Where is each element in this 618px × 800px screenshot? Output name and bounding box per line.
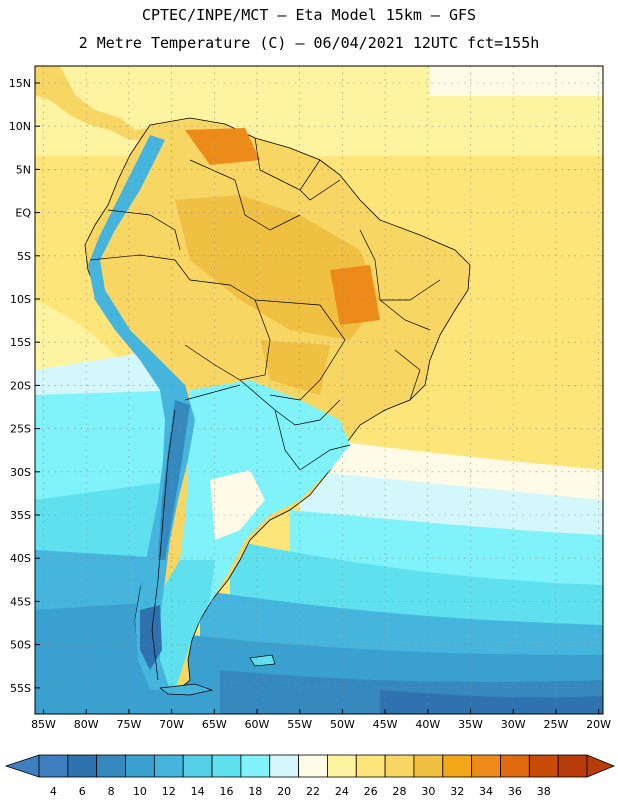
latitude-labels: 15N 10N 5N EQ 5S 10S 15S 20S 25S 30S 35S 40S 45S 50S 5…	[9, 77, 40, 695]
colorbar-swatch	[125, 754, 155, 778]
longitude-label: 20W	[586, 718, 611, 731]
country-borders	[89, 137, 441, 681]
latitude-label: 5S	[17, 250, 31, 263]
latitude-label: EQ	[15, 207, 31, 220]
map-field	[35, 66, 603, 714]
colorbar-swatch	[413, 754, 444, 778]
ocean-north-pale	[430, 66, 603, 96]
colorbar-label: 18	[248, 785, 262, 798]
colorbar-label: 36	[508, 785, 522, 798]
latitude-label: 30S	[10, 466, 31, 479]
latitude-label: 35S	[10, 509, 31, 522]
latitude-label: 15S	[10, 336, 31, 349]
latitude-label: 5N	[16, 163, 31, 176]
latitude-label: 15N	[9, 77, 31, 90]
colorbar-label: 14	[191, 785, 205, 798]
andes-colder-core	[158, 400, 190, 560]
colorbar-swatch	[269, 754, 299, 778]
longitude-label: 25W	[543, 718, 568, 731]
longitude-label: 75W	[116, 718, 141, 731]
colorbar-labels: 4 6 8 10 12 14 16 18 20 22 24 26 28 30 32 34 36 38	[50, 785, 551, 798]
colorbar-label: 20	[277, 785, 291, 798]
colorbar-label: 10	[133, 785, 147, 798]
longitude-label: 85W	[31, 718, 56, 731]
falklands-land	[249, 654, 276, 667]
colorbar-swatch	[182, 754, 213, 778]
mato-grosso-hot-zone	[260, 340, 330, 395]
longitude-label: 35W	[458, 718, 483, 731]
colorbar-label: 32	[450, 785, 464, 798]
longitude-label: 45W	[373, 718, 398, 731]
colorbar-label: 16	[219, 785, 233, 798]
pampas-pale-zone	[210, 470, 265, 540]
colorbar-label: 24	[335, 785, 349, 798]
colorbar-swatch	[96, 754, 126, 778]
longitude-label: 70W	[159, 718, 184, 731]
colorbar-swatch	[211, 754, 242, 778]
latitude-label: 55S	[10, 682, 31, 695]
colorbar-swatch	[67, 754, 98, 778]
colorbar-swatch	[240, 754, 271, 778]
longitude-label: 40W	[415, 718, 440, 731]
andes-cold-ridge	[88, 135, 195, 690]
latitude-label: 25S	[10, 423, 31, 436]
colorbar-swatch	[355, 754, 386, 778]
colorbar-swatch	[384, 754, 415, 778]
atlantic-deep-band	[380, 690, 603, 714]
colorbar-swatch	[528, 754, 559, 778]
colorbar-label: 26	[364, 785, 378, 798]
colorbar-swatch	[471, 754, 501, 778]
colorbar-swatch	[442, 754, 473, 778]
colorbar-label: 34	[479, 785, 493, 798]
colorbar-label: 6	[79, 785, 86, 798]
graticule	[35, 66, 603, 714]
colorbar-swatch	[557, 754, 588, 778]
colorbar-swatch	[298, 754, 328, 778]
brazil-hot-zone	[330, 265, 380, 325]
latitude-label: 20S	[10, 379, 31, 392]
latitude-label: 10N	[9, 120, 31, 133]
latitude-label: 50S	[10, 639, 31, 652]
colorbar-swatch	[153, 754, 184, 778]
argentina-cool-zone	[180, 380, 350, 625]
map-title-line1: CPTEC/INPE/MCT – Eta Model 15km – GFS	[141, 6, 477, 24]
colorbar-swatch	[38, 754, 69, 778]
tierra-del-fuego-land	[159, 683, 214, 696]
latitude-label: 45S	[10, 595, 31, 608]
colorbar-label: 8	[108, 785, 115, 798]
longitude-label: 30W	[501, 718, 526, 731]
map-frame	[34, 65, 604, 715]
longitude-label: 60W	[245, 718, 270, 731]
colorbar-arrow-high	[586, 754, 616, 778]
colorbar-label: 12	[162, 785, 176, 798]
amazon-hot-zone	[175, 195, 380, 340]
longitude-label: 50W	[330, 718, 355, 731]
latitude-label: 10S	[10, 293, 31, 306]
latitude-label: 40S	[10, 552, 31, 565]
central-america-land	[35, 66, 150, 140]
colorbar-label: 28	[393, 785, 407, 798]
longitude-label: 65W	[202, 718, 227, 731]
venezuela-hot-zone	[185, 128, 260, 165]
colorbar-label: 38	[537, 785, 551, 798]
longitude-label: 80W	[74, 718, 99, 731]
colorbar-label: 30	[421, 785, 435, 798]
colorbar-swatch	[500, 754, 530, 778]
longitude-labels: 85W 80W 75W 70W 65W 60W 55W 50W 45W 40W 35W 30W 25W 2…	[31, 709, 611, 731]
atlantic-colder-band	[200, 590, 603, 660]
colorbar-arrow-low	[4, 754, 40, 778]
colorbar	[4, 754, 616, 778]
colorbar-label: 22	[306, 785, 320, 798]
patagonian-ice-zone	[140, 605, 162, 670]
colorbar-swatch	[327, 754, 357, 778]
map-title-line2: 2 Metre Temperature (C) – 06/04/2021 12U…	[78, 34, 540, 52]
colorbar-label: 4	[50, 785, 57, 798]
longitude-label: 55W	[287, 718, 312, 731]
